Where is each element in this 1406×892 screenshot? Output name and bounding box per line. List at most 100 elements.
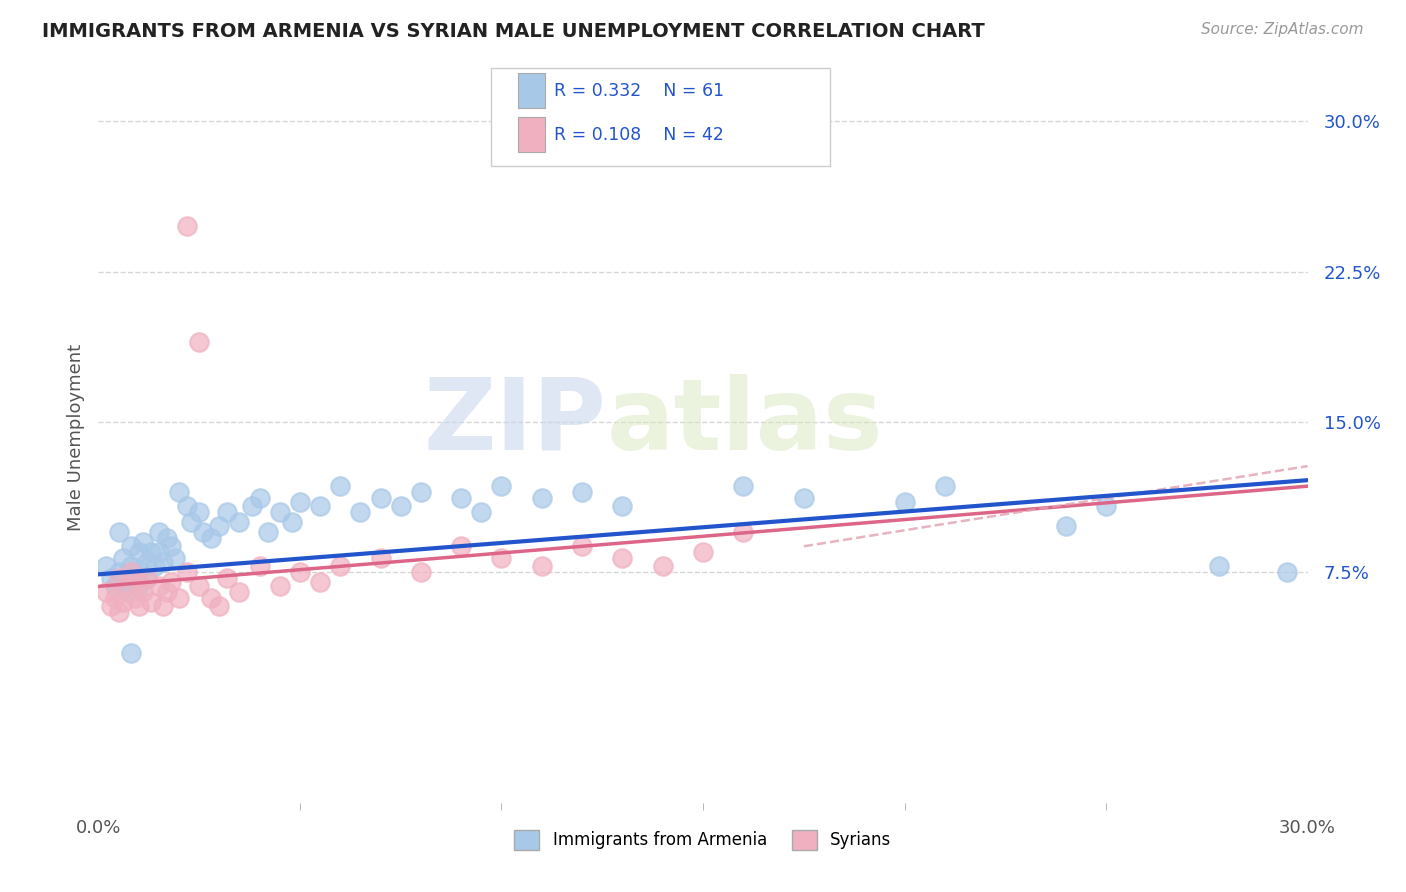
Point	[1095, 500, 1118, 514]
Point	[132, 535, 155, 549]
Point	[96, 585, 118, 599]
Point	[139, 595, 162, 609]
Point	[103, 579, 125, 593]
Point	[128, 575, 150, 590]
Point	[167, 485, 190, 500]
Point	[470, 505, 492, 519]
Text: Source: ZipAtlas.com: Source: ZipAtlas.com	[1201, 22, 1364, 37]
Point	[269, 505, 291, 519]
Point	[120, 646, 142, 660]
Point	[1054, 519, 1077, 533]
Point	[167, 591, 190, 606]
Point	[692, 545, 714, 559]
Text: R = 0.332    N = 61: R = 0.332 N = 61	[554, 82, 724, 100]
Point	[115, 579, 138, 593]
Point	[107, 606, 129, 620]
Point	[217, 571, 239, 585]
Point	[96, 559, 118, 574]
Point	[571, 485, 593, 500]
Point	[530, 559, 553, 574]
Point	[281, 515, 304, 529]
Point	[176, 500, 198, 514]
Point	[193, 525, 215, 540]
Point	[156, 585, 179, 599]
FancyBboxPatch shape	[492, 68, 830, 167]
Point	[152, 599, 174, 614]
Point	[309, 575, 332, 590]
Point	[107, 566, 129, 580]
Text: R = 0.108    N = 42: R = 0.108 N = 42	[554, 126, 724, 144]
Point	[370, 551, 392, 566]
Point	[733, 479, 755, 493]
Point	[450, 491, 472, 506]
Point	[893, 495, 915, 509]
Point	[115, 585, 138, 599]
Point	[132, 585, 155, 599]
Point	[156, 531, 179, 545]
Point	[389, 500, 412, 514]
Point	[163, 551, 186, 566]
Point	[249, 559, 271, 574]
Point	[188, 505, 211, 519]
Y-axis label: Male Unemployment: Male Unemployment	[66, 343, 84, 531]
Point	[228, 515, 250, 529]
Point	[143, 559, 166, 574]
Point	[188, 334, 211, 349]
Point	[612, 500, 634, 514]
Point	[491, 479, 513, 493]
Point	[329, 559, 352, 574]
Point	[249, 491, 271, 506]
Point	[612, 551, 634, 566]
Point	[111, 595, 134, 609]
Point	[450, 539, 472, 553]
Point	[128, 563, 150, 577]
Point	[100, 599, 122, 614]
Point	[111, 551, 134, 566]
Point	[409, 566, 432, 580]
FancyBboxPatch shape	[517, 117, 544, 152]
Point	[208, 599, 231, 614]
Point	[135, 555, 157, 569]
Point	[115, 575, 138, 590]
Point	[176, 566, 198, 580]
Point	[107, 525, 129, 540]
Text: ZIP: ZIP	[423, 374, 606, 471]
Point	[934, 479, 956, 493]
Point	[409, 485, 432, 500]
Point	[120, 539, 142, 553]
Point	[128, 545, 150, 559]
Point	[1208, 559, 1230, 574]
Point	[180, 515, 202, 529]
Point	[288, 566, 311, 580]
Point	[188, 579, 211, 593]
Point	[793, 491, 815, 506]
Point	[309, 500, 332, 514]
Text: atlas: atlas	[606, 374, 883, 471]
Point	[288, 495, 311, 509]
Point	[651, 559, 673, 574]
Point	[176, 219, 198, 233]
Point	[530, 491, 553, 506]
Point	[200, 531, 222, 545]
Point	[491, 551, 513, 566]
Point	[256, 525, 278, 540]
Point	[217, 505, 239, 519]
Point	[139, 545, 162, 559]
Point	[148, 525, 170, 540]
Point	[128, 579, 150, 593]
Point	[148, 579, 170, 593]
Point	[107, 571, 129, 585]
Point	[208, 519, 231, 533]
Point	[329, 479, 352, 493]
Point	[160, 575, 183, 590]
FancyBboxPatch shape	[517, 73, 544, 108]
Point	[148, 545, 170, 559]
Point	[240, 500, 263, 514]
Point	[160, 539, 183, 553]
Point	[135, 571, 157, 585]
Point	[120, 559, 142, 574]
Point	[128, 599, 150, 614]
Point	[124, 571, 146, 585]
Point	[120, 566, 142, 580]
Point	[349, 505, 371, 519]
